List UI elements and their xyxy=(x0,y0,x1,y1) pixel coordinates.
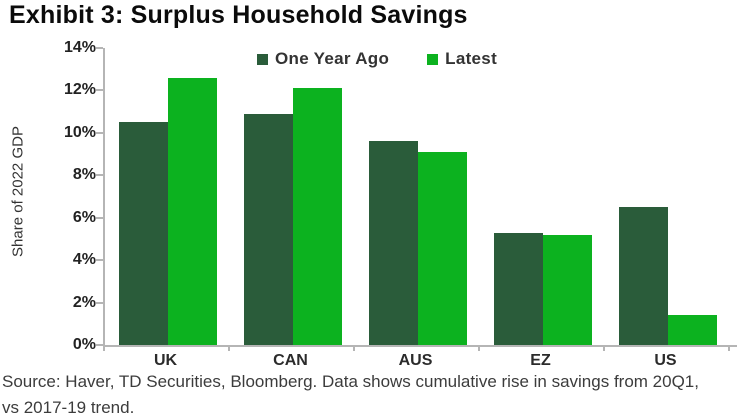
y-tick-label: 12% xyxy=(63,81,96,99)
category-label-us: US xyxy=(654,352,677,369)
bar-group-us xyxy=(605,48,730,345)
x-tick-mark xyxy=(103,345,105,351)
y-tick-label: 4% xyxy=(72,251,96,269)
y-tick-mark xyxy=(96,216,103,219)
y-tick-mark xyxy=(96,174,103,177)
legend-label-one-year-ago: One Year Ago xyxy=(275,49,390,68)
legend-swatch-one-year-ago xyxy=(257,53,268,65)
y-tick-label: 0% xyxy=(72,336,96,353)
bar-latest-us xyxy=(667,315,717,345)
legend-item-one-year-ago: One Year Ago xyxy=(257,49,389,69)
bar-latest-uk xyxy=(167,77,217,345)
bar-group-ez xyxy=(480,48,605,345)
y-tick-label: 6% xyxy=(72,208,96,226)
category-label-aus: AUS xyxy=(398,352,433,369)
y-tick-label: 8% xyxy=(72,166,96,184)
category-label-ez: EZ xyxy=(530,352,551,369)
bar-one-year-ago-us xyxy=(618,207,668,345)
bar-latest-aus xyxy=(417,151,467,345)
source-note: Source: Haver, TD Securities, Bloomberg.… xyxy=(2,369,750,417)
bar-one-year-ago-aus xyxy=(368,141,418,345)
bar-one-year-ago-uk xyxy=(118,122,168,345)
y-tick-mark xyxy=(96,131,103,134)
x-tick-mark xyxy=(353,345,355,351)
x-tick-mark xyxy=(728,345,730,351)
y-tick-mark xyxy=(96,259,103,262)
y-tick-mark xyxy=(96,301,103,304)
bar-latest-can xyxy=(292,88,342,345)
y-tick-mark xyxy=(96,89,103,92)
legend-label-latest: Latest xyxy=(445,49,498,68)
x-tick-mark xyxy=(478,345,480,351)
bar-group-aus xyxy=(355,48,480,345)
y-tick-label: 10% xyxy=(63,123,96,141)
chart-title: Exhibit 3: Surplus Household Savings xyxy=(9,1,468,29)
legend-item-latest: Latest xyxy=(427,49,497,69)
y-axis-title: Share of 2022 GDP xyxy=(9,126,27,257)
plot-area: One Year Ago Latest xyxy=(103,48,737,347)
source-line-1: Source: Haver, TD Securities, Bloomberg.… xyxy=(2,372,699,391)
y-tick-label: 14% xyxy=(63,39,96,56)
bar-group-uk xyxy=(105,48,230,345)
legend-swatch-latest xyxy=(427,53,439,65)
y-tick-mark xyxy=(96,344,103,346)
source-line-2: vs 2017-19 trend. xyxy=(2,398,135,417)
bar-group-can xyxy=(230,48,355,345)
legend: One Year Ago Latest xyxy=(257,49,497,69)
y-tick-mark xyxy=(96,47,103,49)
y-tick-label: 2% xyxy=(72,293,96,311)
bar-one-year-ago-ez xyxy=(493,232,543,345)
x-tick-mark xyxy=(228,345,230,351)
category-label-can: CAN xyxy=(273,352,308,369)
x-tick-mark xyxy=(603,345,605,351)
bar-latest-ez xyxy=(542,234,592,345)
category-label-uk: UK xyxy=(153,352,178,369)
bar-one-year-ago-can xyxy=(243,113,293,345)
